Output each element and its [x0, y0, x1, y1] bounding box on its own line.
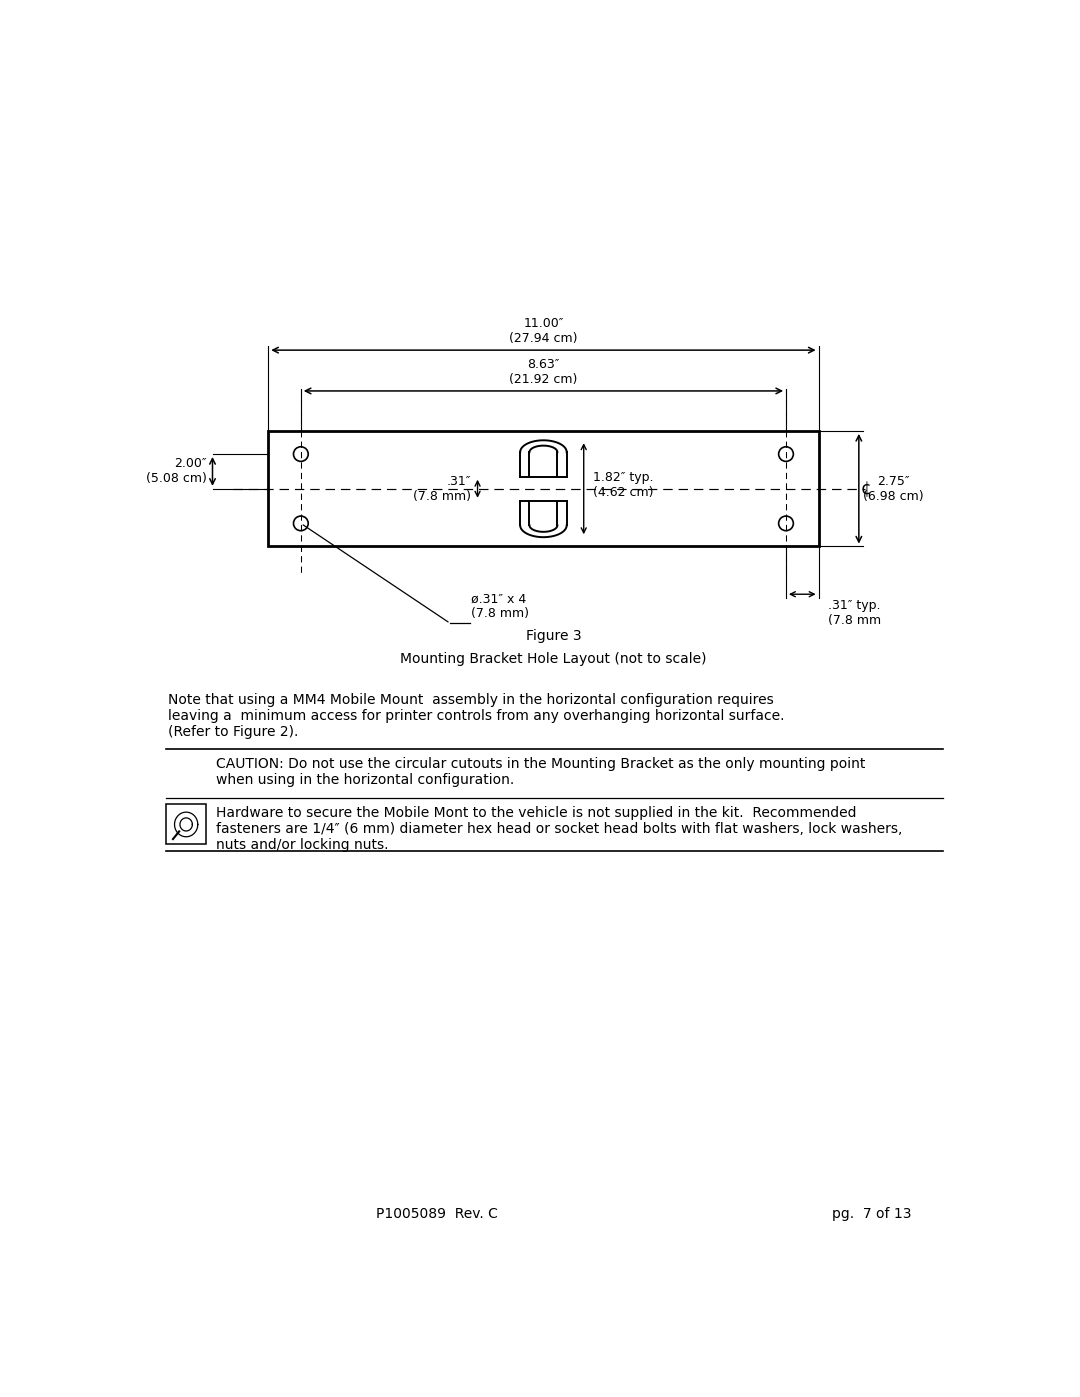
- Text: 2.00″
(5.08 cm): 2.00″ (5.08 cm): [146, 457, 207, 485]
- Text: 8.63″
(21.92 cm): 8.63″ (21.92 cm): [510, 358, 578, 386]
- Text: ¢: ¢: [861, 479, 870, 497]
- Text: 11.00″
(27.94 cm): 11.00″ (27.94 cm): [509, 317, 578, 345]
- Text: Figure 3: Figure 3: [526, 629, 581, 643]
- Text: Mounting Bracket Hole Layout (not to scale): Mounting Bracket Hole Layout (not to sca…: [401, 652, 706, 666]
- Text: 2.75″
(6.98 cm): 2.75″ (6.98 cm): [863, 475, 924, 503]
- Text: P1005089  Rev. C: P1005089 Rev. C: [376, 1207, 498, 1221]
- Text: CAUTION: Do not use the circular cutouts in the Mounting Bracket as the only mou: CAUTION: Do not use the circular cutouts…: [216, 757, 866, 787]
- Text: pg.  7 of 13: pg. 7 of 13: [832, 1207, 912, 1221]
- Text: 1.82″ typ.
(4.62 cm): 1.82″ typ. (4.62 cm): [593, 471, 653, 499]
- Text: ø.31″ x 4
(7.8 mm): ø.31″ x 4 (7.8 mm): [471, 592, 529, 620]
- Text: Hardware to secure the Mobile Mont to the vehicle is not supplied in the kit.  R: Hardware to secure the Mobile Mont to th…: [216, 806, 903, 852]
- Text: .31″ typ.
(7.8 mm: .31″ typ. (7.8 mm: [828, 599, 881, 627]
- Text: Note that using a MM4 Mobile Mount  assembly in the horizontal configuration req: Note that using a MM4 Mobile Mount assem…: [167, 693, 784, 739]
- Text: .31″
(7.8 mm): .31″ (7.8 mm): [414, 475, 471, 503]
